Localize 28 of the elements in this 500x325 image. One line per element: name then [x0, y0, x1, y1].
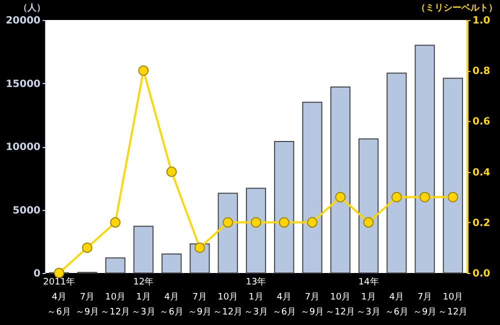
x-tick-label: 7月～9月 [412, 292, 437, 318]
x-tick-label: 4月～6月 [160, 292, 184, 318]
y-tick-label: 20000 [6, 16, 41, 26]
x-tick-label: 7月～9月 [188, 292, 212, 318]
x-tick-label: 4月～6月 [272, 292, 296, 318]
y2-tick-label: 0.6 [472, 116, 490, 128]
x-tick-label: 2011年4月～6月 [43, 276, 76, 318]
y-tick-label: 0 [34, 268, 41, 280]
x-tick-label: 7月～9月 [75, 292, 100, 318]
y-axis-title: （人） [18, 2, 46, 14]
y-tick-label: 15000 [6, 78, 41, 90]
x-tick-label: 10月～12月 [213, 292, 243, 318]
x-tick-label: 4月～6月 [384, 292, 409, 318]
x-tick-label: 14年1月～3月 [356, 276, 380, 318]
x-tick-label: 10月～12月 [438, 292, 468, 318]
y-tick-label: 10000 [6, 142, 41, 153]
y2-tick-label: 0.2 [472, 218, 490, 229]
y2-tick-label: 0.0 [472, 268, 490, 280]
x-tick-label: 7月～9月 [300, 292, 324, 318]
x-tick-label: 12年1月～3月 [132, 276, 156, 318]
x-tick-label: 13年1月～3月 [244, 276, 268, 318]
x-tick-label: 10月～12月 [100, 292, 130, 318]
x-tick-label: 10月～12月 [326, 292, 356, 318]
y-tick-label: 5000 [12, 205, 41, 216]
y2-tick-label: 0.8 [472, 66, 490, 78]
y2-axis-title: （ミリシーベルト） [416, 4, 498, 14]
y2-tick-label: 0.4 [472, 167, 490, 178]
y2-tick-label: 1.0 [472, 16, 490, 26]
